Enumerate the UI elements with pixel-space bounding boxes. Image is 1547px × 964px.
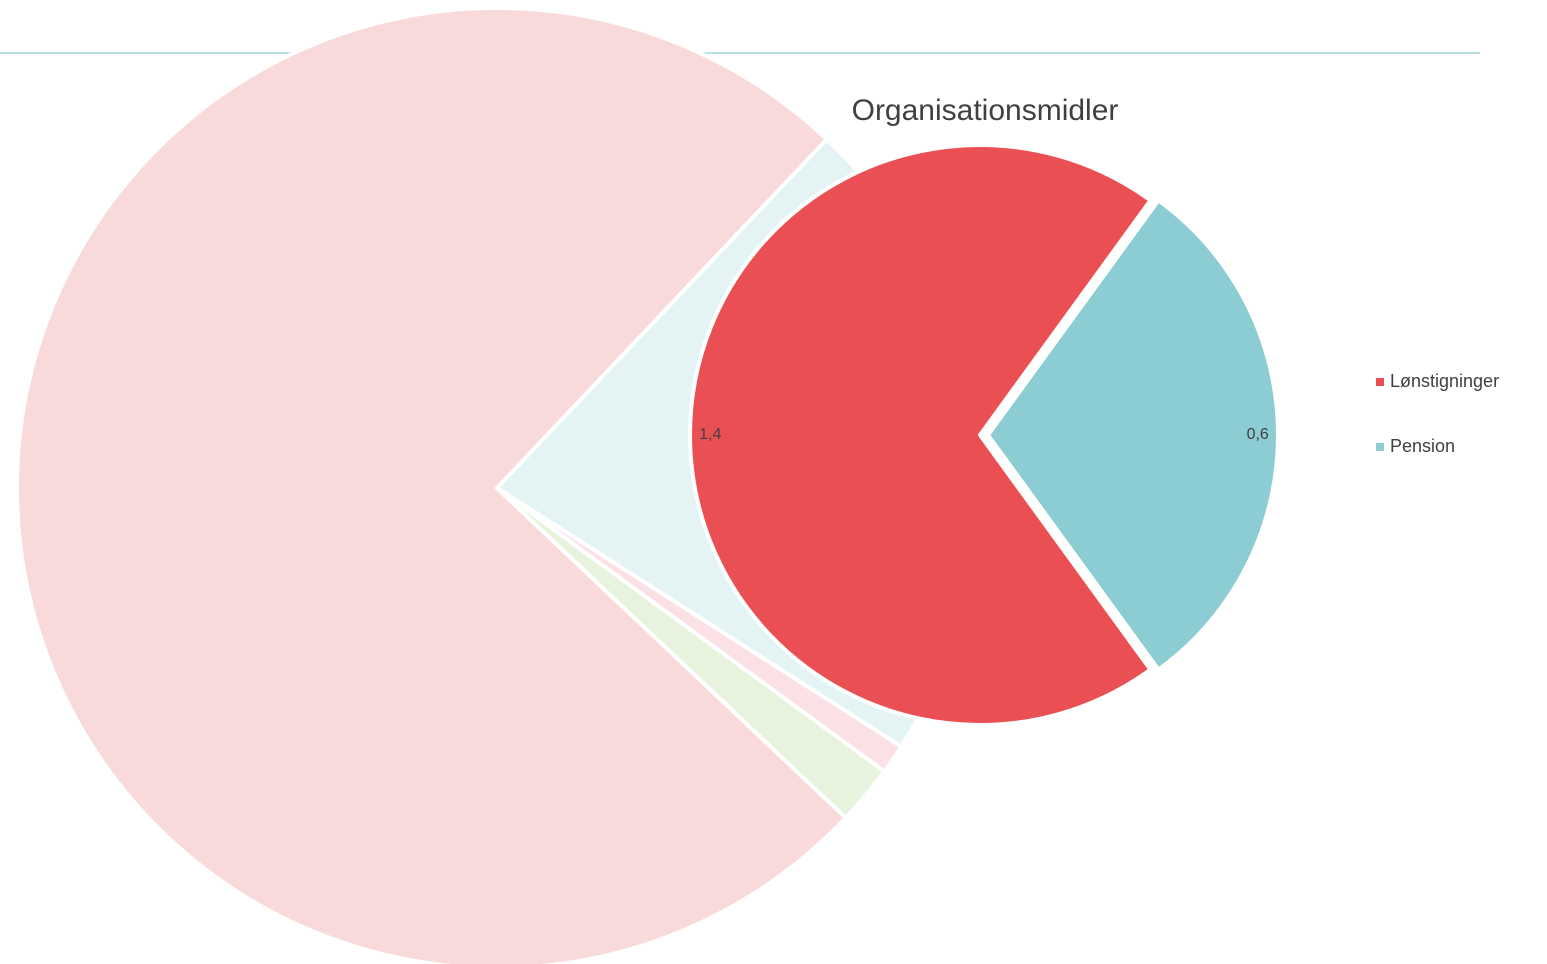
legend-label: Lønstigninger xyxy=(1390,371,1499,391)
data-label: 0,6 xyxy=(1247,426,1269,443)
data-label: 1,4 xyxy=(699,426,721,443)
legend-label: Pension xyxy=(1390,436,1455,456)
legend-swatch xyxy=(1376,443,1384,451)
pie-slice xyxy=(688,143,1153,727)
pie-slice xyxy=(15,6,848,964)
legend-swatch xyxy=(1376,378,1384,386)
pie-slice xyxy=(986,198,1280,672)
chart-title: Organisationsmidler xyxy=(852,94,1119,127)
pie-slice xyxy=(495,486,887,820)
